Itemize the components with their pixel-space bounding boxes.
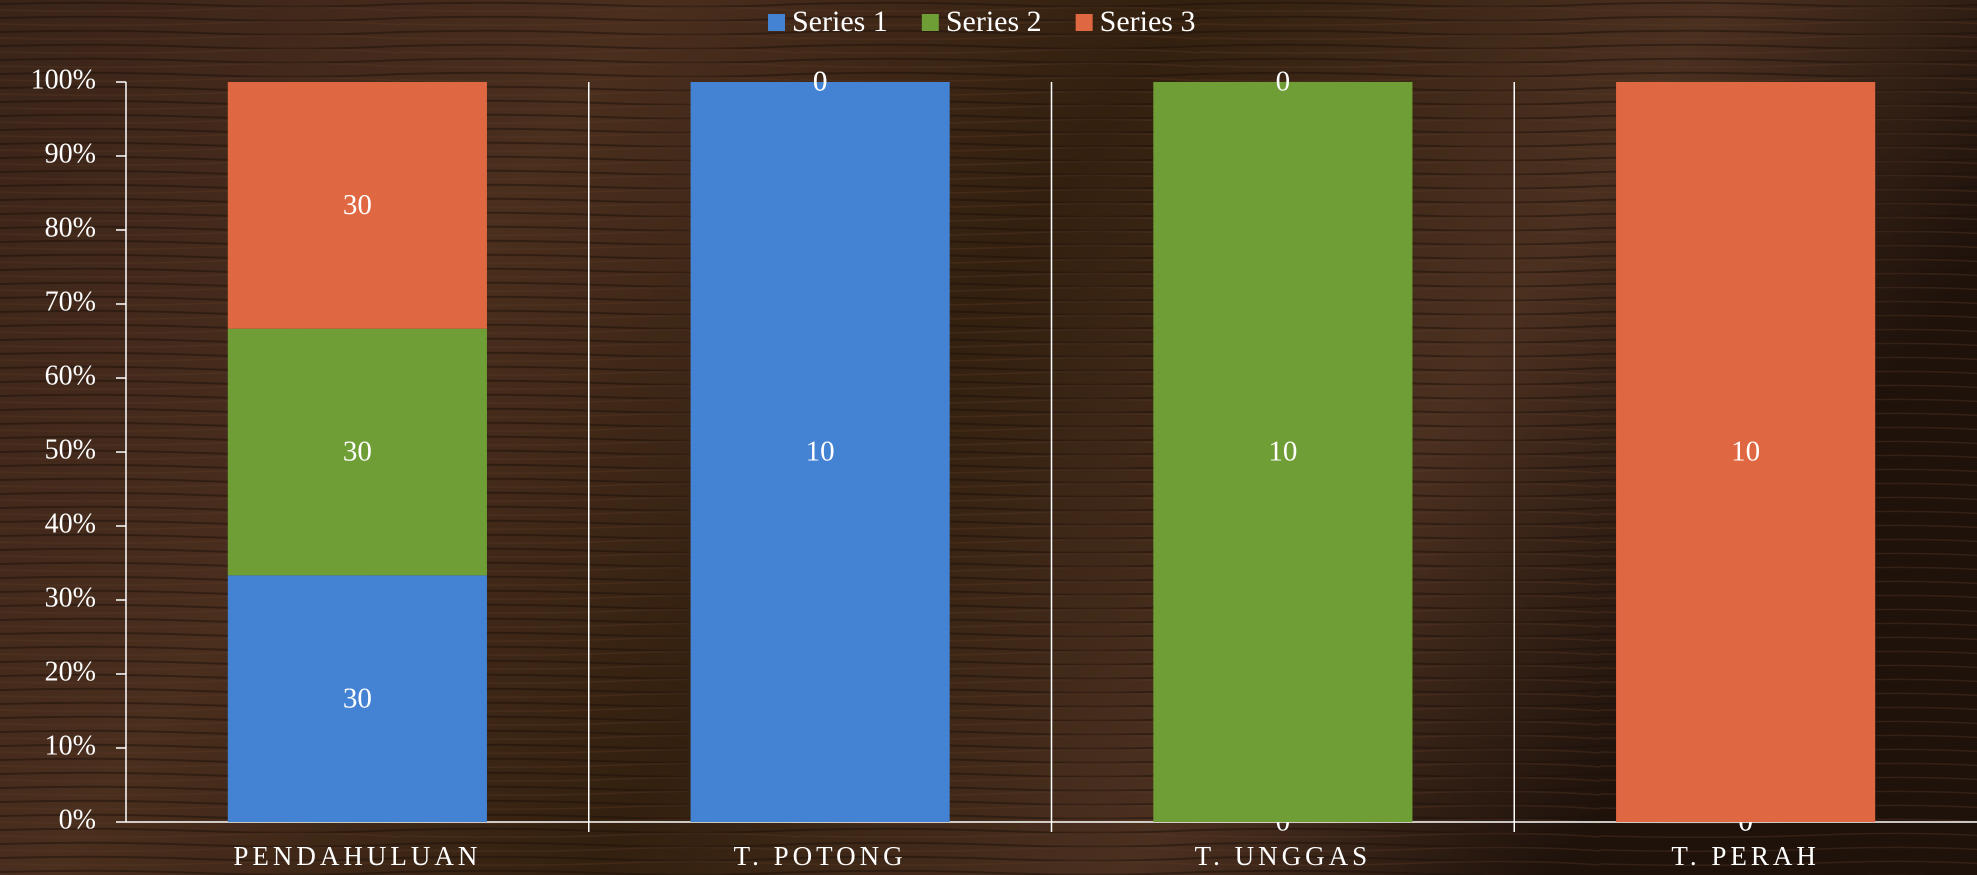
data-label: 10 [806, 436, 835, 468]
data-label: 10 [1731, 436, 1760, 468]
legend-label: Series 2 [946, 5, 1042, 38]
x-tick-label: PENDAHULUAN [233, 841, 481, 871]
y-tick-label: 90% [45, 138, 96, 169]
x-tick-label: T. UNGGAS [1195, 841, 1372, 871]
y-tick-label: 100% [31, 64, 96, 95]
x-tick-label: T. PERAH [1671, 841, 1820, 871]
y-tick-label: 70% [45, 286, 96, 317]
y-tick-label: 60% [45, 360, 96, 391]
data-label: 0 [1276, 66, 1291, 98]
y-tick-label: 10% [45, 730, 96, 761]
data-label: 30 [343, 189, 372, 221]
y-tick-label: 80% [45, 212, 96, 243]
chart: 0% 10% 20% 30% 40% 50% 60% 70% 80% 90% 100% PENDAHU… [0, 0, 1977, 875]
legend-swatch [922, 14, 939, 31]
x-tick-label: T. POTONG [734, 841, 907, 871]
data-label: 30 [343, 682, 372, 714]
y-tick-label: 20% [45, 656, 96, 687]
y-tick-label: 30% [45, 582, 96, 613]
y-tick-label: 40% [45, 508, 96, 539]
y-tick-label: 0% [59, 804, 96, 835]
legend-swatch [1076, 14, 1093, 31]
page: {"chart_data": {"type": "bar", "stacked"… [0, 0, 1977, 875]
legend-swatch [768, 14, 785, 31]
legend-label: Series 1 [792, 5, 888, 38]
legend-label: Series 3 [1100, 5, 1196, 38]
data-label: 10 [1268, 436, 1297, 468]
data-label: 30 [343, 436, 372, 468]
data-label: 0 [813, 66, 828, 98]
y-tick-label: 50% [45, 434, 96, 465]
